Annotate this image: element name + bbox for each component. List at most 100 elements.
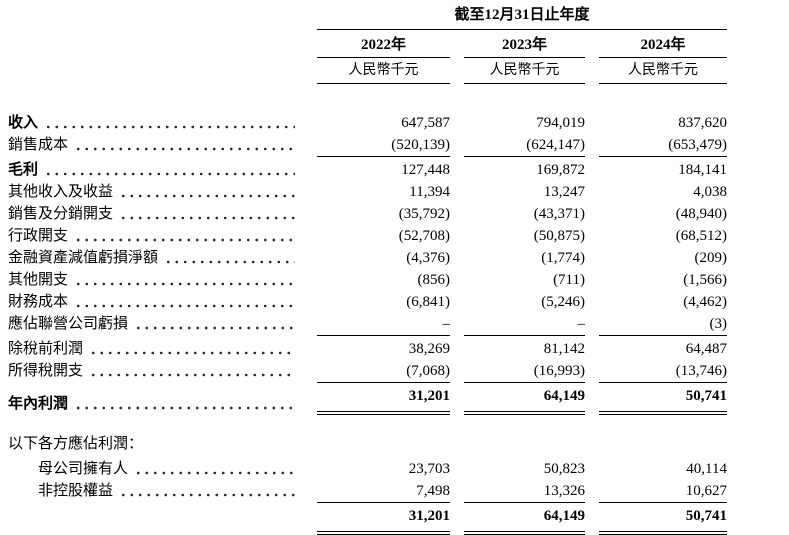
value-cell: 794,019 [536,115,585,131]
value-cell: (43,371) [533,206,585,222]
dot-leader [89,338,295,360]
row-label-cell: 應佔聯營公司虧損 [8,313,303,335]
table-row-revenue: 收入 647,587 794,019 837,620 [8,112,779,134]
dot-leader [74,134,295,156]
value-cell: 4,038 [693,184,727,200]
row-label-cell: 所得稅開支 [8,360,303,382]
year-column-header: 2022年 [317,30,450,58]
row-label: 其他開支 [8,272,69,288]
value-cell: 31,201 [317,382,450,415]
header-body-gap [8,84,779,112]
value-cell: (856) [417,272,451,288]
table-row-other-income: 其他收入及收益 11,394 13,247 4,038 [8,181,779,203]
dot-leader [74,269,295,291]
dot-leader [119,480,295,502]
value-cell: 13,247 [543,184,585,200]
value-cell: 13,326 [543,483,585,499]
row-label: 所得稅開支 [8,363,84,379]
row-label: 金融資產減值虧損淨額 [8,250,159,266]
table-row-impairment-losses: 金融資產減值虧損淨額 (4,376) (1,774) (209) [8,247,779,269]
table-row-finance-costs: 財務成本 (6,841) (5,246) (4,462) [8,291,779,313]
currency-unit-label: 人民幣千元 [464,58,585,84]
value-cell: (5,246) [541,294,585,310]
value-cell: 7,498 [416,483,450,499]
row-label: 非控股權益 [38,483,114,499]
dot-leader [74,393,295,415]
row-label-cell: 以下各方應佔利潤： [8,433,303,455]
table-row-attributable-header: 以下各方應佔利潤： [8,433,779,455]
dot-leader [164,247,295,269]
dot-leader [44,159,295,181]
value-cell: (653,479) [668,137,727,153]
row-label: 應佔聯營公司虧損 [8,316,129,332]
value-cell: (48,940) [675,206,727,222]
table-header-units: 人民幣千元 人民幣千元 人民幣千元 [8,58,779,84]
value-cell: 647,587 [401,115,450,131]
row-label: 以下各方應佔利潤： [8,436,144,452]
row-label: 收入 [8,115,39,131]
value-cell: (209) [694,250,728,266]
row-label: 除稅前利潤 [8,341,84,357]
value-cell: (68,512) [675,228,727,244]
value-cell: 169,872 [464,156,585,181]
table-header-years: 2022年 2023年 2024年 [8,30,779,58]
value-cell: (16,993) [533,363,585,379]
year-column-header: 2024年 [599,30,727,58]
table-row-other-expenses: 其他開支 (856) (711) (1,566) [8,269,779,291]
dot-leader [89,360,295,382]
row-label: 行政開支 [8,228,69,244]
dot-leader [134,313,295,335]
currency-unit-label: 人民幣千元 [599,58,727,84]
dot-leader [44,112,295,134]
table-row-profit-for-year: 年內利潤 31,201 64,149 50,741 [8,382,779,415]
row-label-cell: 非控股權益 [8,480,303,502]
row-label-cell: 母公司擁有人 [8,458,303,480]
value-cell: 23,703 [408,461,450,477]
table-row-cost-of-sales: 銷售成本 (520,139) (624,147) (653,479) [8,134,779,156]
row-label-cell: 其他開支 [8,269,303,291]
value-cell: 184,141 [599,156,727,181]
value-cell: 50,741 [599,382,727,415]
row-label: 其他收入及收益 [8,184,114,200]
table-row-admin-expenses: 行政開支 (52,708) (50,875) (68,512) [8,225,779,247]
value-cell: (50,875) [533,228,585,244]
table-row-share-of-associates-losses: 應佔聯營公司虧損 – – (3) [8,313,779,335]
table-row-profit-before-tax: 除稅前利潤 38,269 81,142 64,487 [8,335,779,360]
row-label: 銷售成本 [8,137,69,153]
value-cell: (13,746) [675,363,727,379]
row-label: 銷售及分銷開支 [8,206,114,222]
value-cell: 64,149 [464,382,585,415]
value-cell: 11,394 [409,184,450,200]
value-cell: (624,147) [526,137,585,153]
value-cell: 127,448 [317,156,450,181]
row-label-cell: 銷售成本 [8,134,303,156]
row-label: 母公司擁有人 [38,461,129,477]
row-label-cell: 收入 [8,112,303,134]
value-cell: (4,376) [406,250,450,266]
dot-leader [74,225,295,247]
table-row-selling-expenses: 銷售及分銷開支 (35,792) (43,371) (48,940) [8,203,779,225]
table-row-non-controlling-interests: 非控股權益 7,498 13,326 10,627 [8,480,779,502]
value-cell: (6,841) [406,294,450,310]
value-cell: (520,139) [391,137,450,153]
value-cell: (711) [553,272,585,288]
row-label-cell: 財務成本 [8,291,303,313]
value-cell: (4,462) [683,294,727,310]
table-header-period: 截至12月31日止年度 [8,6,779,30]
row-label: 財務成本 [8,294,69,310]
currency-unit-label: 人民幣千元 [317,58,450,84]
value-cell: (7,068) [406,363,450,379]
year-column-header: 2023年 [464,30,585,58]
row-label-cell: 毛利 [8,159,303,181]
table-row-gross-profit: 毛利 127,448 169,872 184,141 [8,156,779,181]
row-label-cell: 其他收入及收益 [8,181,303,203]
period-title: 截至12月31日止年度 [317,6,727,30]
value-cell: (1,774) [541,250,585,266]
dot-leader [74,291,295,313]
value-cell: (3) [709,316,728,332]
dot-leader [119,203,295,225]
value-cell: (1,566) [683,272,727,288]
value-cell: 64,487 [599,335,727,360]
value-cell: 50,823 [543,461,585,477]
